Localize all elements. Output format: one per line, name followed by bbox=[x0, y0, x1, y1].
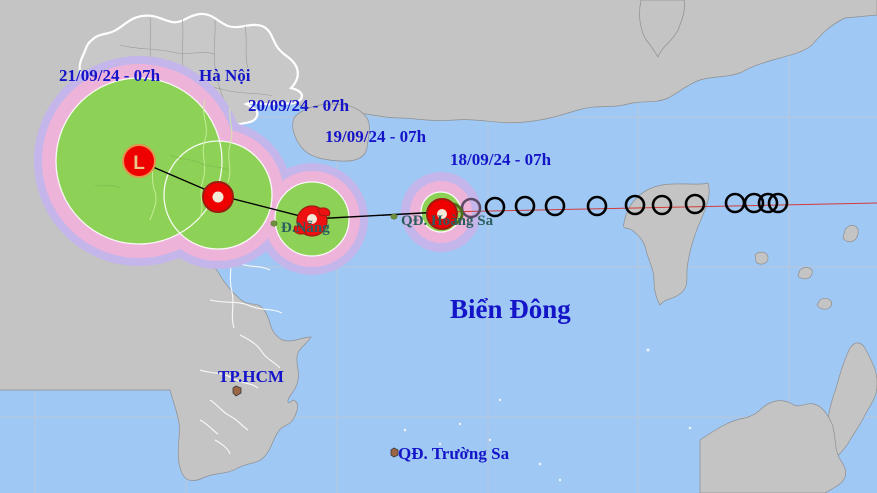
svg-text:TP.HCM: TP.HCM bbox=[218, 367, 284, 386]
svg-text:Hà Nội: Hà Nội bbox=[199, 66, 251, 85]
svg-text:19/09/24 - 07h: 19/09/24 - 07h bbox=[325, 127, 427, 146]
svg-text:QĐ. Hoàng Sa: QĐ. Hoàng Sa bbox=[401, 213, 494, 229]
svg-text:L: L bbox=[133, 153, 145, 174]
svg-text:20/09/24 - 07h: 20/09/24 - 07h bbox=[248, 96, 350, 115]
svg-text:Đ.Nẵng: Đ.Nẵng bbox=[281, 220, 330, 236]
svg-text:Biển Đông: Biển Đông bbox=[450, 294, 571, 324]
svg-text:18/09/24 - 07h: 18/09/24 - 07h bbox=[450, 150, 552, 169]
svg-text:QĐ. Trường Sa: QĐ. Trường Sa bbox=[398, 444, 510, 463]
svg-text:21/09/24 - 07h: 21/09/24 - 07h bbox=[59, 66, 161, 85]
